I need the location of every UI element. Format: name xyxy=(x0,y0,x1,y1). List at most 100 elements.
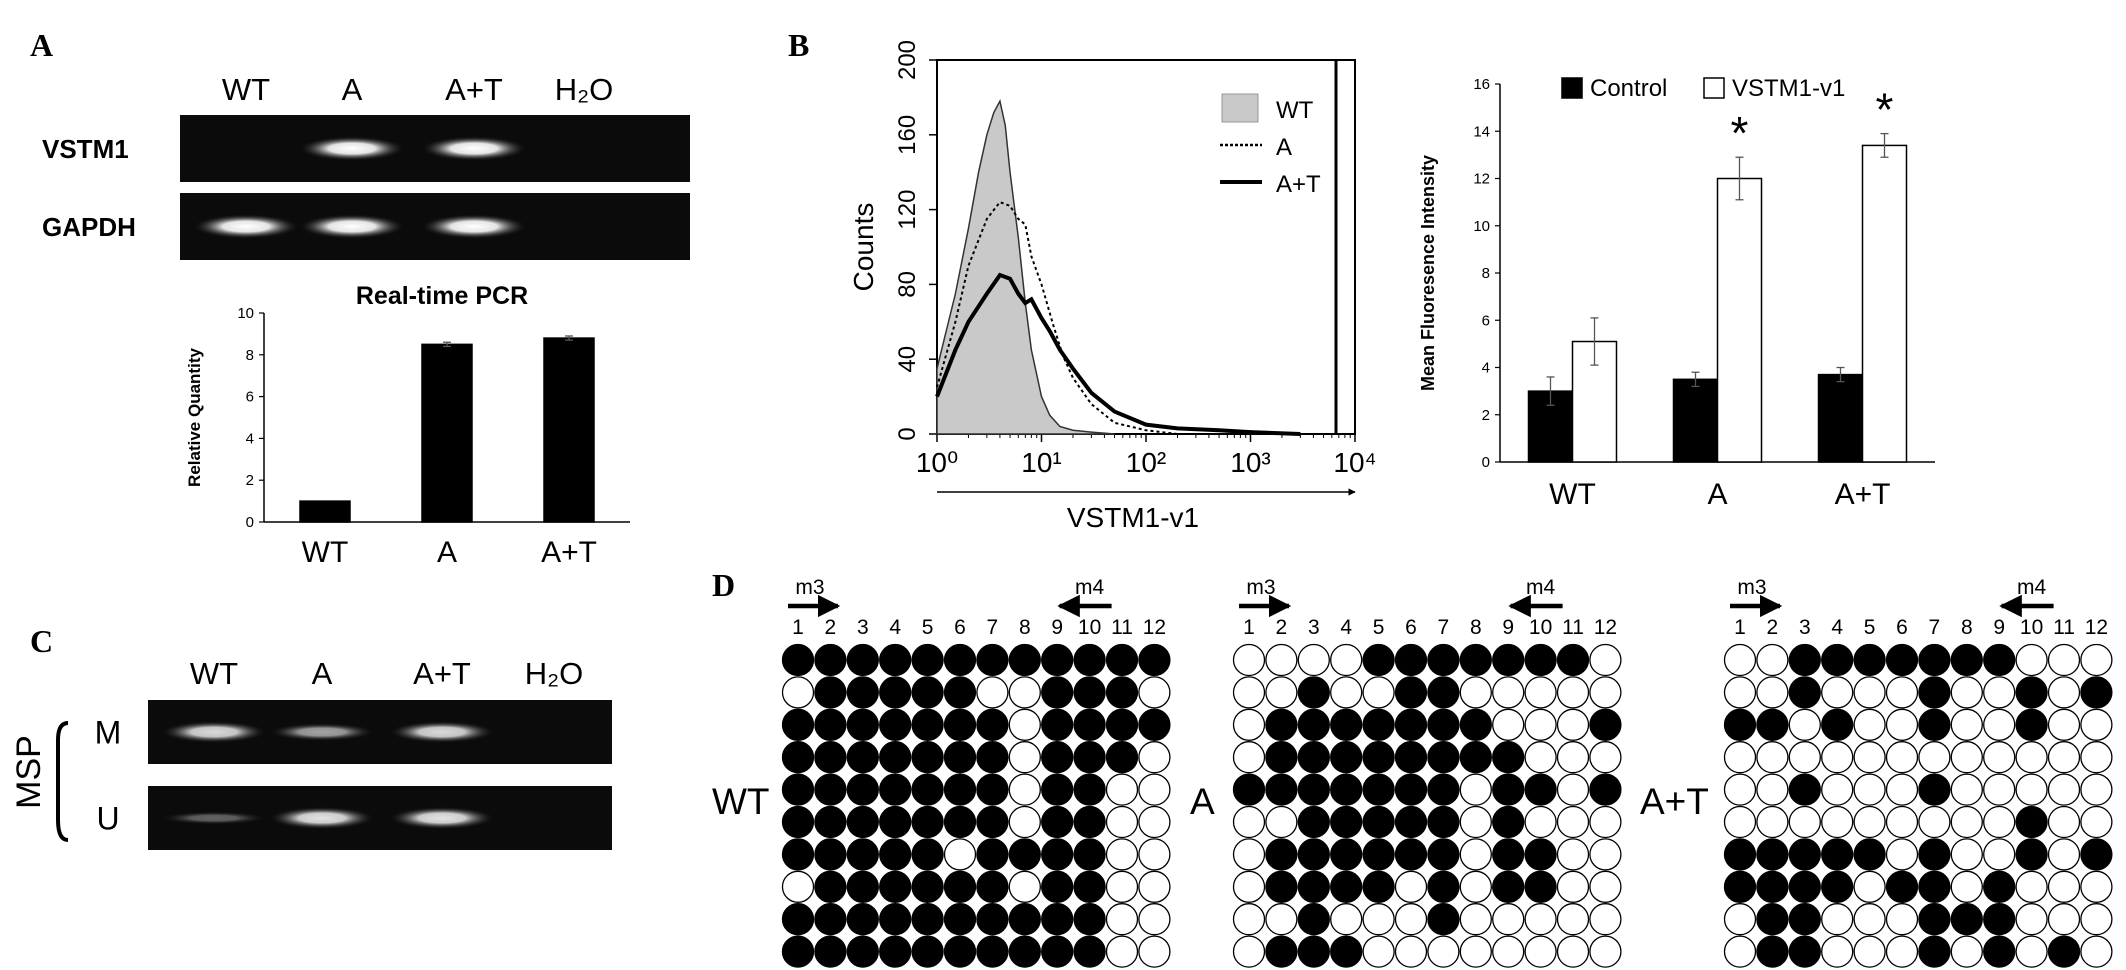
unmethylated-cpg xyxy=(2047,870,2081,903)
unmethylated-cpg xyxy=(1330,643,1363,677)
unmethylated-cpg xyxy=(1853,935,1886,968)
unmethylated-cpg xyxy=(1723,805,1757,839)
x-tick-label: 10⁰ xyxy=(916,447,958,478)
lane-label: H₂O xyxy=(555,72,614,107)
unmethylated-cpg xyxy=(1950,838,1983,871)
methylated-cpg xyxy=(1821,838,1854,871)
methylated-cpg xyxy=(1492,773,1525,806)
unmethylated-cpg xyxy=(2015,741,2048,774)
unmethylated-cpg xyxy=(1524,805,1557,839)
methylated-cpg xyxy=(879,676,912,709)
y-tick-label: 160 xyxy=(894,115,921,155)
methylated-cpg xyxy=(1297,805,1330,839)
unmethylated-cpg xyxy=(1232,870,1266,903)
y-tick-label: 0 xyxy=(1482,454,1490,471)
methylated-cpg xyxy=(2015,838,2048,871)
unmethylated-cpg xyxy=(1723,676,1757,709)
unmethylated-cpg xyxy=(1459,838,1492,871)
methylated-cpg xyxy=(1427,708,1460,741)
cpg-site-number: 5 xyxy=(1864,616,1876,639)
unmethylated-cpg xyxy=(1853,708,1886,741)
unmethylated-cpg xyxy=(1589,741,1622,774)
methylated-cpg xyxy=(1041,676,1074,709)
unmethylated-cpg xyxy=(2080,805,2113,839)
methylated-cpg xyxy=(1524,643,1557,677)
unmethylated-cpg xyxy=(1983,741,2016,774)
unmethylated-cpg xyxy=(1885,805,1919,839)
methylated-cpg xyxy=(1394,805,1428,839)
methylated-cpg xyxy=(1788,870,1821,903)
y-tick-label: 12 xyxy=(1473,171,1490,188)
unmethylated-cpg xyxy=(1524,935,1557,968)
unmethylated-cpg xyxy=(1394,903,1428,936)
methylated-cpg xyxy=(1073,805,1106,839)
methylated-cpg xyxy=(1756,838,1789,871)
cpg-site-number: 1 xyxy=(1734,616,1746,639)
cpg-site-number: 11 xyxy=(1562,616,1584,639)
methylated-cpg xyxy=(1362,643,1395,677)
unmethylated-cpg xyxy=(1885,838,1919,871)
methylated-cpg xyxy=(2015,708,2048,741)
methylated-cpg xyxy=(976,741,1009,774)
methylated-cpg xyxy=(1008,838,1041,871)
unmethylated-cpg xyxy=(1756,773,1789,806)
unmethylated-cpg xyxy=(1918,805,1951,839)
unmethylated-cpg xyxy=(1983,838,2016,871)
methylated-cpg xyxy=(1918,870,1951,903)
unmethylated-cpg xyxy=(1950,676,1983,709)
methylated-cpg xyxy=(1041,708,1074,741)
unmethylated-cpg xyxy=(1265,805,1298,839)
y-tick-label: 200 xyxy=(894,40,921,80)
chart-title: Real-time PCR xyxy=(356,282,528,310)
unmethylated-cpg xyxy=(1138,838,1171,871)
methylated-cpg xyxy=(1983,935,2016,968)
legend-label: WT xyxy=(1276,97,1314,124)
methylated-cpg xyxy=(911,870,944,903)
unmethylated-cpg xyxy=(1138,935,1171,968)
methylated-cpg xyxy=(1297,708,1330,741)
unmethylated-cpg xyxy=(1853,805,1886,839)
gel-band xyxy=(162,721,266,743)
gel-band xyxy=(422,214,526,239)
unmethylated-cpg xyxy=(1950,870,1983,903)
unmethylated-cpg xyxy=(2047,643,2081,677)
methylated-cpg xyxy=(911,708,944,741)
unmethylated-cpg xyxy=(2015,643,2048,677)
methylated-cpg xyxy=(1362,773,1395,806)
unmethylated-cpg xyxy=(1008,676,1041,709)
cpg-site-number: 6 xyxy=(1405,616,1417,639)
methylated-cpg xyxy=(1138,643,1171,677)
methylated-cpg xyxy=(1105,676,1139,709)
methylated-cpg xyxy=(1950,903,1983,936)
methylated-cpg xyxy=(1756,708,1789,741)
methylated-cpg xyxy=(814,676,847,709)
unmethylated-cpg xyxy=(1950,741,1983,774)
unmethylated-cpg xyxy=(1589,935,1622,968)
category-label: A xyxy=(437,536,457,569)
unmethylated-cpg xyxy=(2015,903,2048,936)
methylated-cpg xyxy=(1138,708,1171,741)
methylated-cpg xyxy=(1427,643,1460,677)
legend-label: A xyxy=(1276,134,1292,161)
unmethylated-cpg xyxy=(1885,741,1919,774)
methylated-cpg xyxy=(1589,773,1622,806)
gel-band xyxy=(390,806,494,830)
methylated-cpg xyxy=(1265,773,1298,806)
lane-label: A+T xyxy=(445,72,503,107)
unmethylated-cpg xyxy=(1821,935,1854,968)
unmethylated-cpg xyxy=(1556,773,1590,806)
methylated-cpg xyxy=(1008,935,1041,968)
methylated-cpg xyxy=(911,935,944,968)
methylated-cpg xyxy=(781,741,815,774)
primer-forward-label: m3 xyxy=(1246,576,1275,599)
methylated-cpg xyxy=(1427,773,1460,806)
unmethylated-cpg xyxy=(1362,903,1395,936)
y-tick-label: 2 xyxy=(1482,407,1490,424)
bar xyxy=(543,337,595,523)
cpg-site-number: 6 xyxy=(1896,616,1908,639)
unmethylated-cpg xyxy=(1983,676,2016,709)
methylated-cpg xyxy=(1427,903,1460,936)
cpg-site-number: 10 xyxy=(1078,616,1101,639)
legend-label: A+T xyxy=(1276,171,1321,198)
x-axis-label: VSTM1-v1 xyxy=(1067,502,1199,533)
